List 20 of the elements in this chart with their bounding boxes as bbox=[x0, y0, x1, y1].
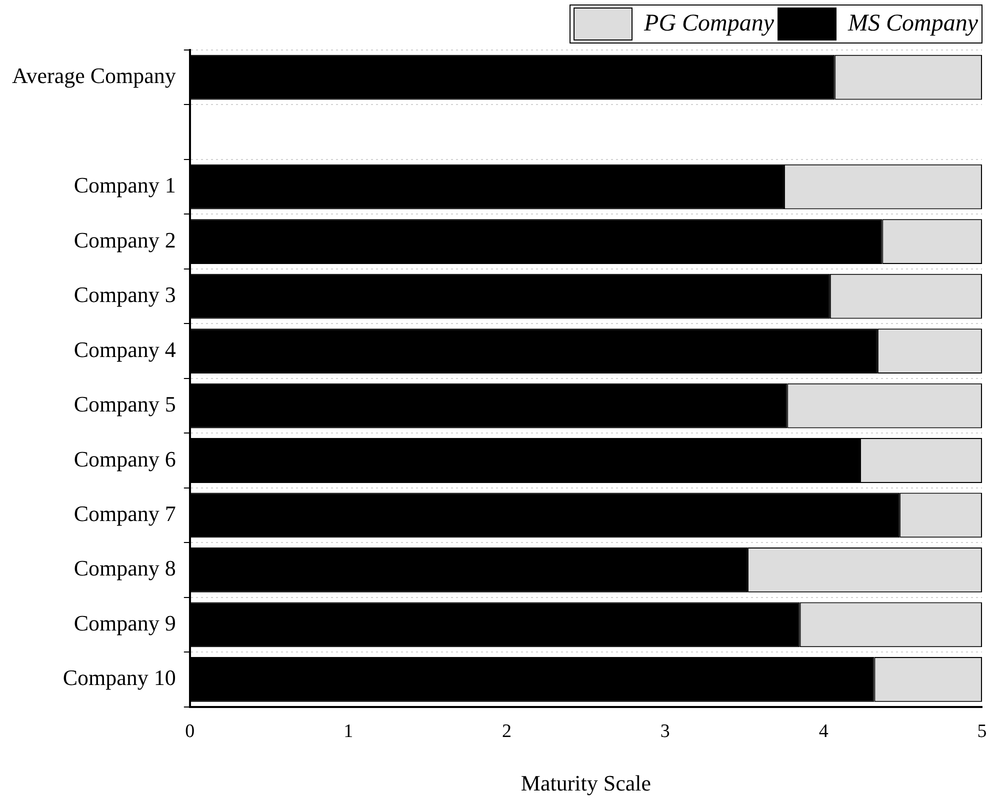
x-tick-label: 3 bbox=[660, 721, 670, 742]
y-tick-label: Company 7 bbox=[74, 501, 176, 526]
x-axis-title: Maturity Scale bbox=[520, 770, 652, 796]
x-tick-label: 0 bbox=[185, 721, 195, 742]
y-tick-label: Average Company bbox=[12, 63, 176, 88]
x-tick-label: 1 bbox=[344, 721, 354, 742]
y-tick-label: Company 2 bbox=[74, 227, 176, 252]
legend-label: PG Company bbox=[643, 10, 774, 36]
x-tick-label: 5 bbox=[977, 721, 987, 742]
y-tick-label: Company 5 bbox=[74, 392, 176, 417]
x-tick-label: 4 bbox=[818, 721, 829, 742]
y-tick-label: Company 4 bbox=[74, 336, 176, 362]
legend-label: MS Company bbox=[847, 10, 978, 36]
y-tick-label: Company 10 bbox=[62, 665, 176, 690]
x-tick-label: 2 bbox=[502, 721, 512, 742]
y-tick-label: Company 3 bbox=[74, 282, 176, 308]
y-tick-label: Company 1 bbox=[74, 172, 176, 198]
y-tick-label: Company 9 bbox=[74, 610, 176, 636]
y-tick-label: Company 6 bbox=[74, 446, 176, 472]
y-tick-label: Company 8 bbox=[74, 556, 176, 581]
